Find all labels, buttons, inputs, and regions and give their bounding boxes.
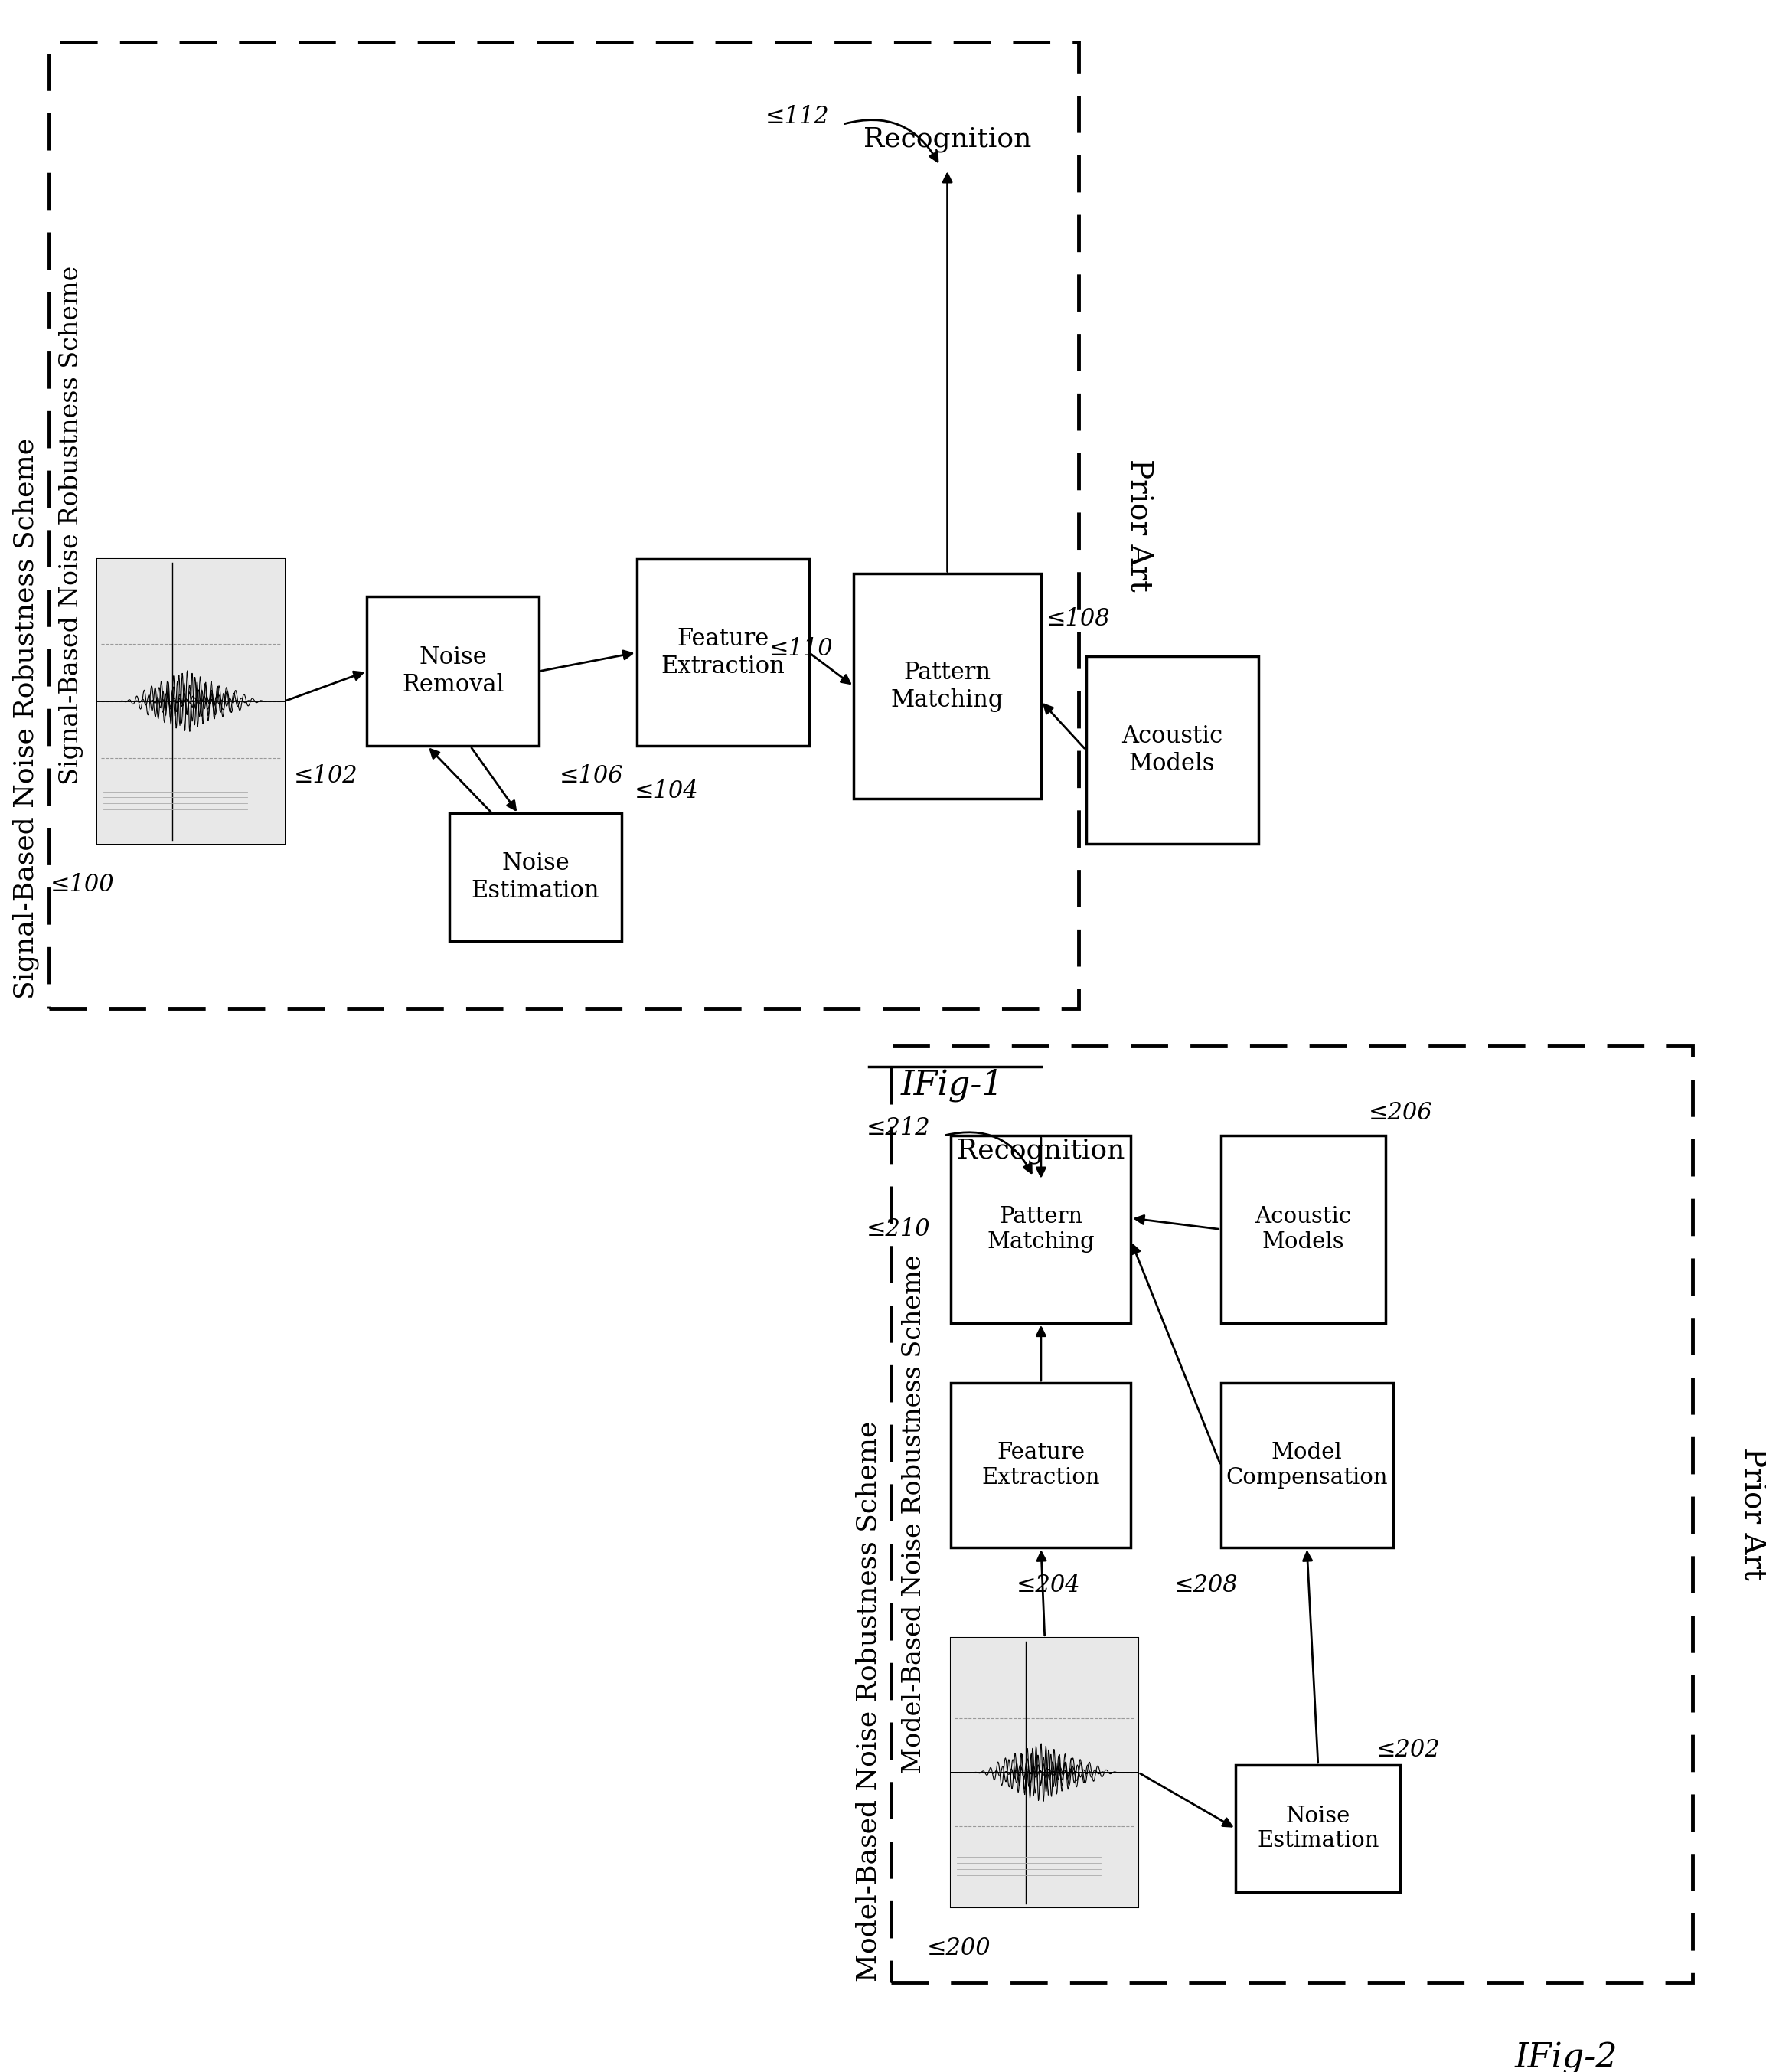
Text: ≤212: ≤212: [867, 1117, 931, 1140]
Text: ≤104: ≤104: [634, 779, 699, 804]
Text: Feature
Extraction: Feature Extraction: [982, 1442, 1100, 1488]
Bar: [636, 559, 809, 746]
Bar: [952, 1637, 1139, 1908]
Text: Signal-Based Noise Robustness Scheme: Signal-Based Noise Robustness Scheme: [12, 437, 39, 999]
Text: Model-Based Noise Robustness Scheme: Model-Based Noise Robustness Scheme: [857, 1421, 881, 1981]
Bar: [1086, 657, 1257, 843]
Text: Feature
Extraction: Feature Extraction: [660, 628, 784, 678]
Text: Recognition: Recognition: [957, 1138, 1125, 1164]
Text: ≤208: ≤208: [1174, 1573, 1238, 1598]
Text: ≤204: ≤204: [1017, 1573, 1081, 1598]
Text: Acoustic
Models: Acoustic Models: [1121, 725, 1222, 775]
Text: Noise
Removal: Noise Removal: [403, 646, 503, 696]
Text: IFig-1: IFig-1: [901, 1069, 1003, 1102]
Text: Pattern
Matching: Pattern Matching: [987, 1206, 1095, 1251]
Text: Noise
Estimation: Noise Estimation: [1257, 1805, 1379, 1852]
Text: Prior Art: Prior Art: [1738, 1448, 1766, 1581]
Bar: [853, 574, 1040, 798]
Bar: [952, 1637, 1139, 1908]
Text: Signal-Based Noise Robustness Scheme: Signal-Based Noise Robustness Scheme: [58, 265, 83, 785]
Bar: [1236, 1765, 1400, 1892]
Text: Model
Compensation: Model Compensation: [1226, 1442, 1388, 1488]
Bar: [49, 41, 1079, 1009]
Text: ≤112: ≤112: [766, 106, 830, 128]
Text: ≤202: ≤202: [1376, 1738, 1439, 1761]
Text: ≤108: ≤108: [1047, 607, 1111, 630]
Text: ≤100: ≤100: [51, 872, 115, 897]
Text: ≤210: ≤210: [867, 1218, 931, 1241]
Text: ≤106: ≤106: [560, 765, 623, 787]
Bar: [97, 559, 284, 843]
Bar: [449, 814, 622, 941]
Bar: [97, 559, 284, 843]
Text: ≤200: ≤200: [927, 1937, 991, 1960]
Text: Recognition: Recognition: [864, 126, 1031, 153]
Text: ≤110: ≤110: [770, 636, 834, 661]
Text: Prior Art: Prior Art: [1125, 458, 1153, 593]
Bar: [952, 1382, 1130, 1548]
Bar: [1220, 1135, 1386, 1322]
Text: IFig-2: IFig-2: [1515, 2043, 1618, 2072]
Text: ≤206: ≤206: [1369, 1102, 1432, 1125]
Text: Noise
Estimation: Noise Estimation: [472, 852, 600, 903]
Bar: [952, 1135, 1130, 1322]
Text: ≤102: ≤102: [293, 765, 358, 787]
Text: Pattern
Matching: Pattern Matching: [892, 661, 1003, 713]
Bar: [1220, 1382, 1393, 1548]
Bar: [892, 1046, 1692, 1983]
Text: Acoustic
Models: Acoustic Models: [1256, 1206, 1351, 1251]
Text: Model-Based Noise Robustness Scheme: Model-Based Noise Robustness Scheme: [901, 1256, 925, 1774]
Bar: [367, 597, 539, 746]
